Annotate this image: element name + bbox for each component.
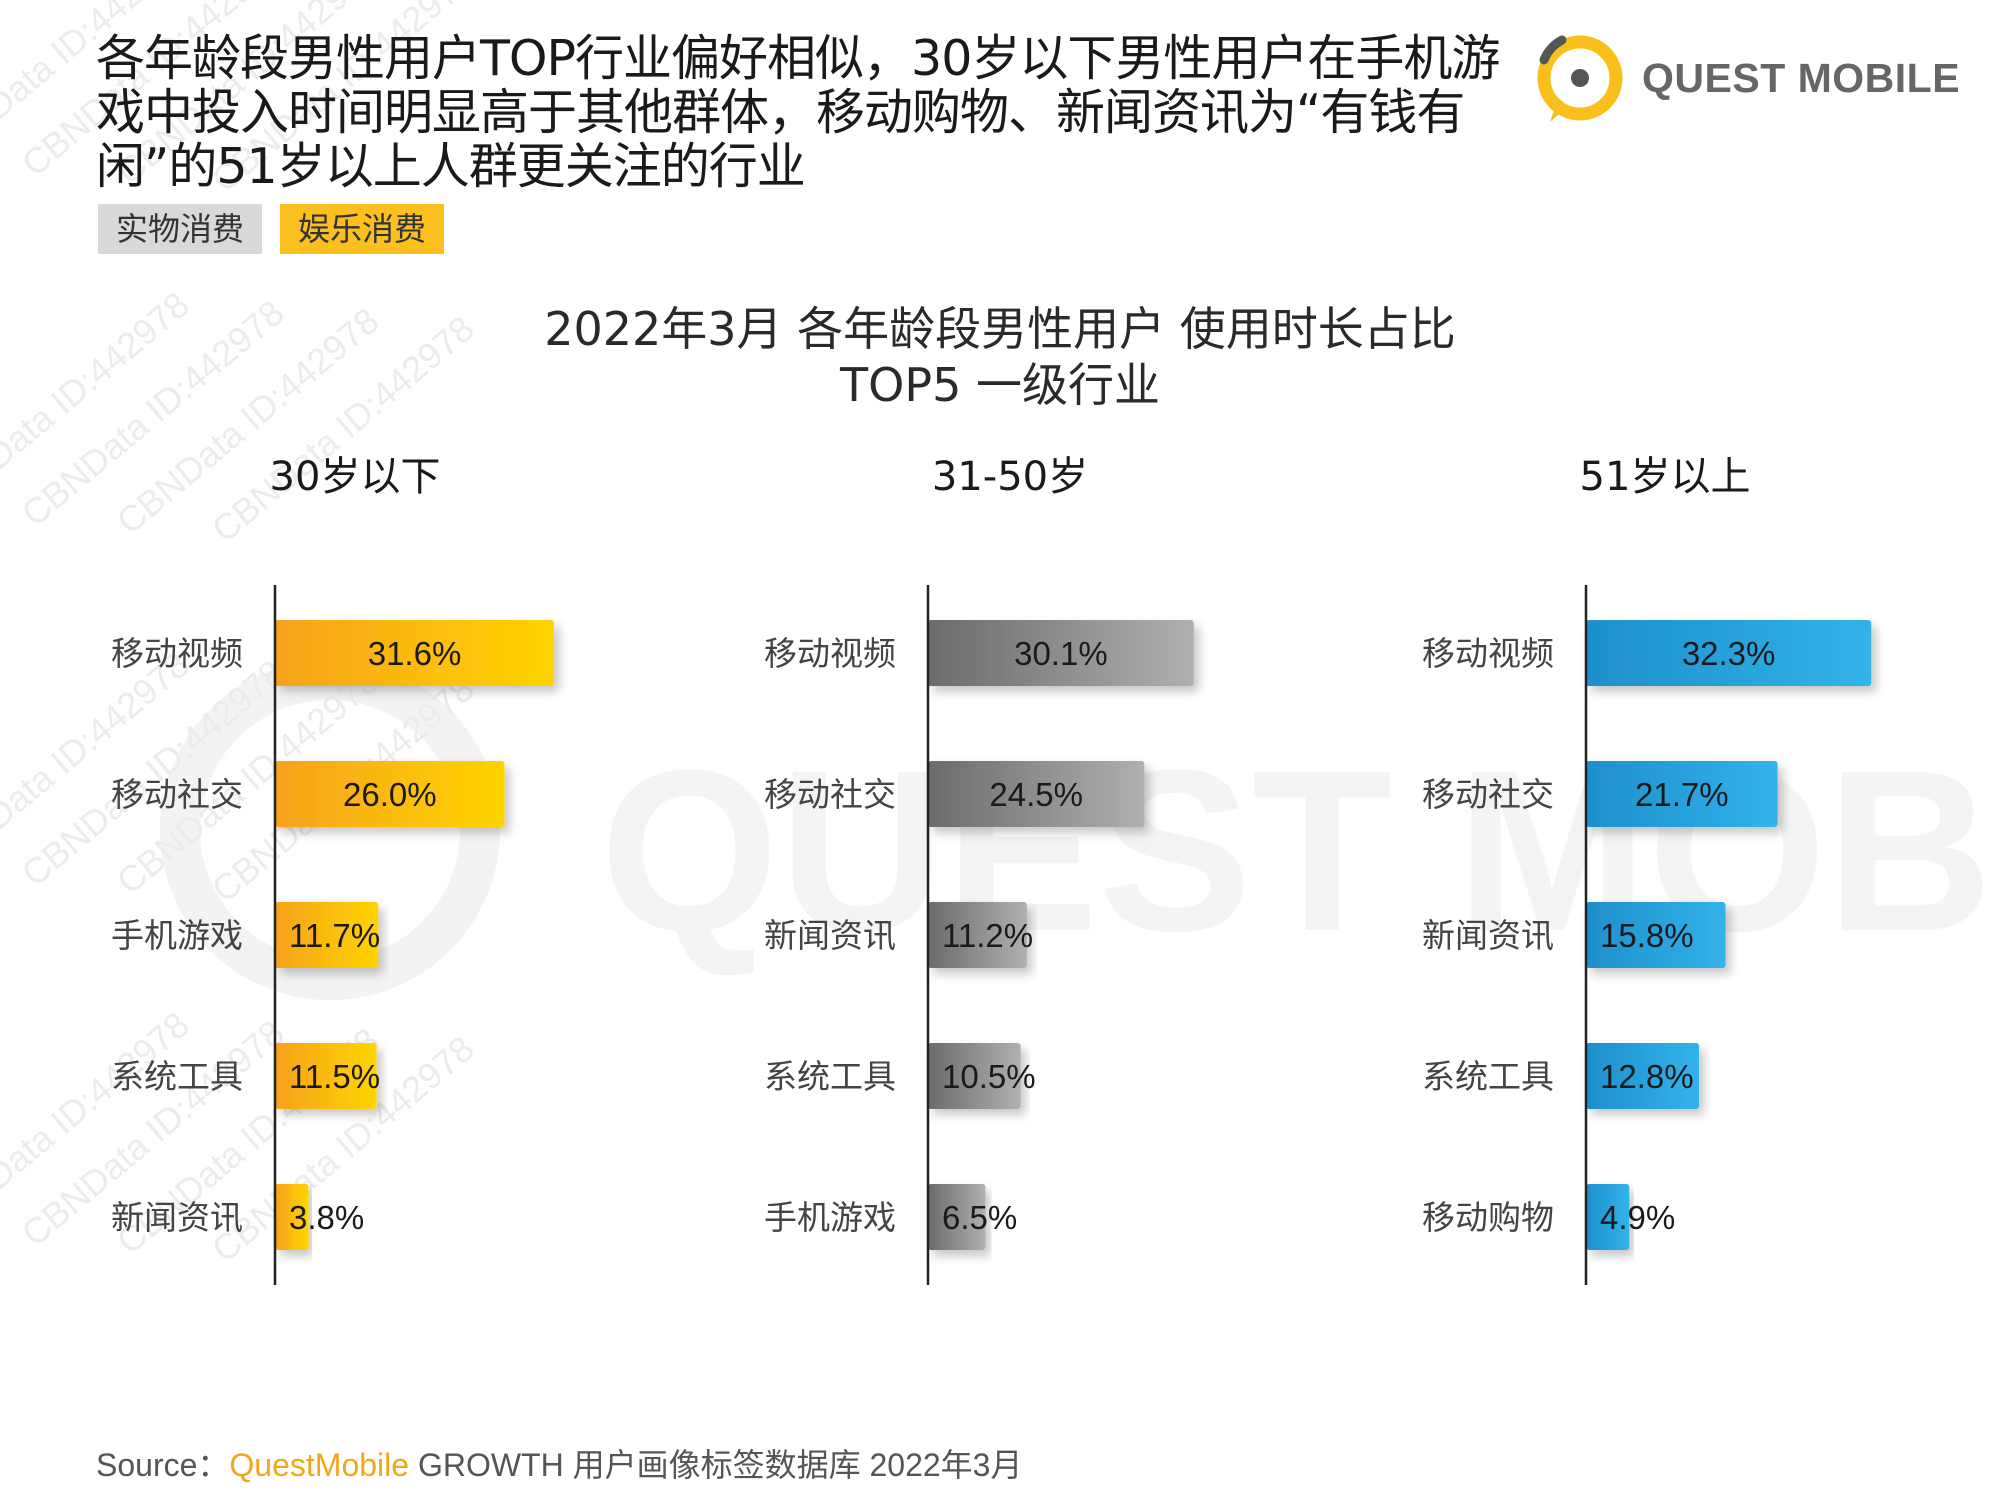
- category-label: 移动社交: [764, 775, 896, 814]
- category-label: 移动视频: [764, 634, 896, 673]
- category-label: 移动购物: [1422, 1198, 1554, 1237]
- bar: [928, 1184, 986, 1250]
- quest-mobile-logo-icon: [1537, 35, 1623, 122]
- bar: [275, 761, 505, 827]
- bar: [1586, 761, 1778, 827]
- value-label: 15.8%: [1600, 917, 1694, 954]
- value-label: 12.8%: [1600, 1058, 1694, 1095]
- bar: [928, 902, 1027, 968]
- bar: [1586, 902, 1726, 968]
- value-label: 21.7%: [1635, 776, 1729, 813]
- category-label: 系统工具: [764, 1057, 896, 1096]
- category-label: 移动视频: [111, 634, 243, 673]
- value-label: 11.5%: [289, 1058, 380, 1095]
- bar: [928, 1043, 1021, 1109]
- chart-title-line-2: TOP5 一级行业: [840, 358, 1160, 412]
- bar: [275, 902, 379, 968]
- tag-physical-consumption: 实物消费: [98, 204, 263, 254]
- bar: [1586, 1043, 1700, 1109]
- bar: [275, 1184, 309, 1250]
- category-label: 新闻资讯: [764, 916, 896, 955]
- value-label: 31.6%: [368, 635, 462, 672]
- bar: [1586, 620, 1872, 686]
- category-label: 移动社交: [111, 775, 243, 814]
- value-label: 11.7%: [289, 917, 380, 954]
- value-label: 26.0%: [343, 776, 437, 813]
- bar: [275, 620, 555, 686]
- source-prefix: Source：: [96, 1447, 230, 1483]
- category-label: 新闻资讯: [111, 1198, 243, 1237]
- value-label: 30.1%: [1014, 635, 1108, 672]
- category-label: 移动视频: [1422, 634, 1554, 673]
- bar: [928, 620, 1194, 686]
- category-label: 新闻资讯: [1422, 916, 1554, 955]
- value-label: 3.8%: [289, 1199, 364, 1236]
- value-label: 24.5%: [989, 776, 1083, 813]
- value-label: 10.5%: [942, 1058, 1036, 1095]
- panel-title: 51岁以上: [1580, 454, 1751, 500]
- panel-title: 31-50岁: [932, 454, 1088, 500]
- source-rest: GROWTH 用户画像标签数据库 2022年3月: [409, 1447, 1023, 1483]
- headline: 各年龄段男性用户TOP行业偏好相似，30岁以下男性用户在手机游戏中投入时间明显高…: [96, 30, 1500, 195]
- category-label: 系统工具: [111, 1057, 243, 1096]
- source-note: Source：QuestMobile GROWTH 用户画像标签数据库 2022…: [96, 1440, 1022, 1486]
- category-label: 系统工具: [1422, 1057, 1554, 1096]
- bar: [928, 761, 1145, 827]
- tag-entertainment-consumption: 娱乐消费: [280, 204, 445, 254]
- panel-title: 30岁以下: [270, 454, 441, 500]
- category-tags: 实物消费 娱乐消费: [98, 204, 445, 254]
- bar: [275, 1043, 377, 1109]
- source-brand: QuestMobile: [229, 1447, 410, 1483]
- logo-text: QUEST MOBILE: [1642, 54, 1961, 101]
- bar: [1586, 1184, 1630, 1250]
- quest-mobile-logo: QUEST MOBILE: [1528, 26, 1960, 130]
- value-label: 11.2%: [942, 917, 1033, 954]
- category-label: 移动社交: [1422, 775, 1554, 814]
- value-label: 6.5%: [942, 1199, 1017, 1236]
- category-label: 手机游戏: [764, 1198, 896, 1237]
- chart-title-line-1: 2022年3月 各年龄段男性用户 使用时长占比: [544, 302, 1456, 356]
- value-label: 4.9%: [1600, 1199, 1675, 1236]
- category-label: 手机游戏: [111, 916, 243, 955]
- value-label: 32.3%: [1682, 635, 1776, 672]
